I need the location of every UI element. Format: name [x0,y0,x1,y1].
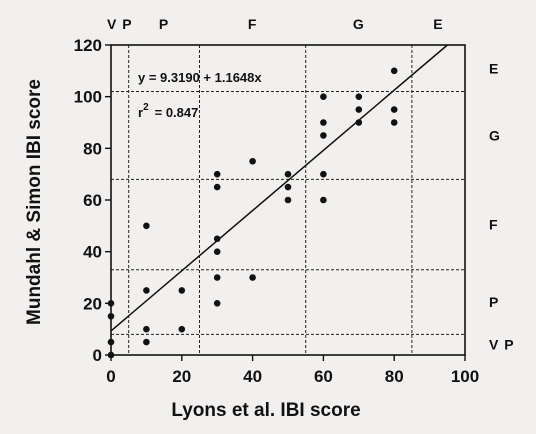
data-point [178,325,186,333]
data-point [355,93,363,100]
x-tick-label: 20 [172,367,191,386]
r-squared-value: = 0.847 [155,105,199,120]
data-point [284,170,292,178]
data-point [178,287,186,294]
top-band-label: F [248,16,258,32]
y-tick-label: 40 [83,243,102,262]
data-point [390,67,398,75]
data-point [320,93,327,100]
x-axis-ticks: 0 20 40 60 80 100 [106,355,479,386]
data-point [107,338,115,346]
top-band-label: G [353,16,365,32]
y-tick-label: 20 [83,294,102,313]
data-point [284,183,292,191]
top-band-label: P [159,16,169,32]
regression-line [110,44,448,332]
y-axis-ticks: 0 20 40 60 80 100 120 [74,36,111,365]
data-point [143,222,150,230]
data-point [213,183,221,191]
category-band-lines [111,45,465,355]
data-point [355,106,363,113]
data-point [213,274,221,281]
data-point [320,132,327,139]
data-point [320,196,327,204]
data-point [249,274,256,281]
data-point [249,157,256,165]
right-band-label: V P [489,337,515,353]
data-point [107,312,115,320]
y-axis-title: Mundahl & Simon IBI score [24,79,45,325]
y-tick-label: 60 [83,191,102,210]
x-tick-label: 60 [314,367,333,386]
data-point [213,235,221,243]
y-tick-label: 100 [74,88,102,107]
y-tick-label: 80 [83,139,102,158]
top-band-label: E [433,16,443,32]
top-band-label: V P [107,16,133,32]
data-point [143,325,150,333]
data-point [213,300,221,307]
r-superscript: 2 [143,102,149,113]
right-band-label: G [489,127,501,143]
x-tick-label: 0 [106,367,115,386]
right-band-label: E [489,60,499,76]
x-axis-title: Lyons et al. IBI score [171,400,360,421]
data-point [320,170,327,178]
right-band-label: F [489,217,499,233]
r-symbol: r [138,105,143,120]
x-tick-label: 80 [385,367,404,386]
y-tick-label: 120 [74,36,102,55]
y-tick-label: 0 [93,346,102,365]
data-point [213,170,221,178]
data-point [390,119,398,126]
regression-line-group [110,44,448,332]
data-point [320,119,327,126]
data-point [284,196,292,204]
r-squared-label: r2 = 0.847 [138,102,198,120]
data-point [390,106,398,113]
data-point [143,287,150,294]
data-point [355,119,363,126]
data-points [107,67,398,359]
x-tick-label: 100 [451,367,479,386]
data-point [143,338,150,346]
data-point [213,248,221,255]
regression-equation: y = 9.3190 + 1.1648x [138,70,262,85]
right-band-labels: E G F P V P [489,60,515,353]
x-tick-label: 40 [243,367,262,386]
right-band-label: P [489,294,499,310]
